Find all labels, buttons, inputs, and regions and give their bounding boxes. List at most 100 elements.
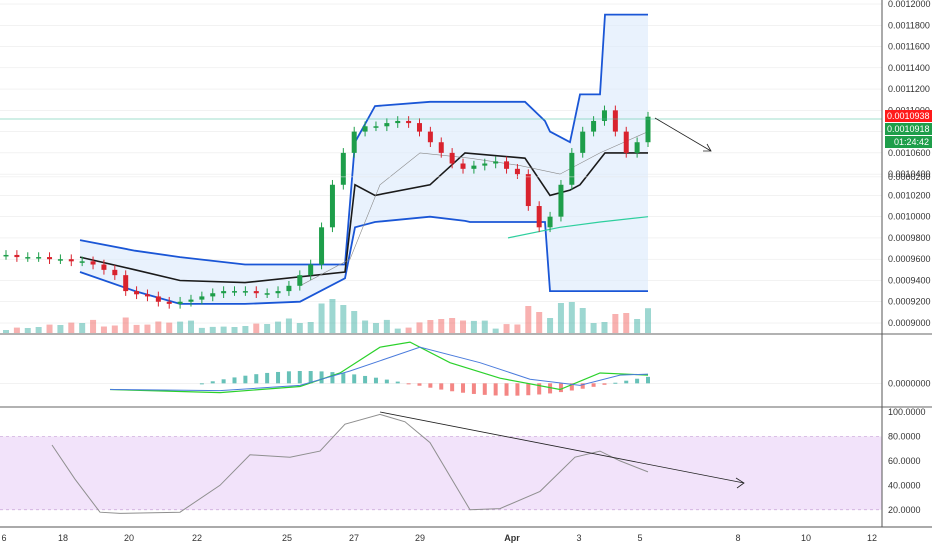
price-axis[interactable]: 0.0012000 0.0011800 0.0011600 0.0011400 0.00… xyxy=(881,0,932,527)
last-price-tag: 0.0010938 xyxy=(885,110,932,122)
macd-histogram-bar xyxy=(624,380,629,384)
rsi-pane[interactable] xyxy=(0,406,932,514)
candle-body xyxy=(286,285,292,292)
volume-bar xyxy=(340,305,347,333)
macd-histogram-bar xyxy=(428,383,433,388)
volume-bar xyxy=(514,324,521,333)
candle-body xyxy=(580,131,586,153)
volume-bar xyxy=(111,325,118,333)
macd-histogram-bar xyxy=(580,383,585,389)
macd-histogram-bar xyxy=(450,383,455,392)
x-axis-label: 6 xyxy=(1,533,6,543)
candle-body xyxy=(232,291,238,293)
volume-bar xyxy=(405,327,412,333)
price-tick-label: 0.0009000 xyxy=(888,318,931,328)
candle-body xyxy=(601,110,607,121)
candle-body xyxy=(36,257,42,259)
rsi-tick-label: 60.0000 xyxy=(888,456,921,466)
candle-body xyxy=(645,116,651,143)
macd-histogram-bar xyxy=(363,375,368,384)
volume-bar xyxy=(536,312,543,333)
candle-body xyxy=(634,142,640,153)
candle-body xyxy=(242,291,248,293)
candle-body xyxy=(57,259,63,261)
candle-body xyxy=(319,227,325,265)
channel-fill xyxy=(80,14,648,304)
macd-histogram-bar xyxy=(319,371,324,384)
candle-body xyxy=(112,269,118,276)
candle-body xyxy=(297,275,303,286)
volume-bar xyxy=(460,320,467,333)
macd-histogram xyxy=(199,370,650,396)
x-axis-label: 25 xyxy=(282,533,292,543)
candle-body xyxy=(134,291,140,295)
volume-bar xyxy=(296,323,303,333)
candle-body xyxy=(177,301,183,304)
macd-histogram-bar xyxy=(276,371,281,384)
volume-bar xyxy=(155,321,162,333)
volume-bar xyxy=(427,320,434,333)
price-tick-label: 0.0010000 xyxy=(888,212,931,222)
macd-tick-label: 0.0000200 xyxy=(888,172,931,182)
price-tick-label: 0.0010600 xyxy=(888,148,931,158)
candle-body xyxy=(199,296,205,300)
candle-body xyxy=(384,123,390,127)
macd-histogram-bar xyxy=(265,372,270,384)
time-axis[interactable]: 6 18 20 22 25 27 29 Apr 3 5 8 10 12 xyxy=(0,526,932,543)
rsi-tick-label: 40.0000 xyxy=(888,480,921,490)
candle-body xyxy=(144,294,150,297)
price-pane[interactable] xyxy=(0,0,882,333)
volume-bar xyxy=(79,323,86,333)
candle-body xyxy=(427,131,433,143)
candle-body xyxy=(90,261,96,265)
macd-histogram-bar xyxy=(341,373,346,384)
macd-histogram-bar xyxy=(504,383,509,396)
macd-histogram-bar xyxy=(232,377,237,384)
volume-bar xyxy=(416,322,423,333)
volume-bar xyxy=(579,308,586,333)
volume-bar xyxy=(187,320,194,333)
x-axis-label: 12 xyxy=(867,533,877,543)
volume-bars xyxy=(3,299,651,333)
channel-upper-line xyxy=(79,13,648,266)
candle-body xyxy=(395,120,401,124)
price-tick-label: 0.0011600 xyxy=(888,42,930,52)
macd-line xyxy=(109,341,649,394)
candle-body xyxy=(253,291,259,294)
rsi-tick-label: 20.0000 xyxy=(888,505,921,515)
x-axis-label: 3 xyxy=(576,533,581,543)
candle-body xyxy=(416,123,422,132)
macd-histogram-bar xyxy=(210,381,215,384)
volume-bar xyxy=(264,324,271,333)
macd-histogram-bar xyxy=(591,383,596,387)
macd-histogram-bar xyxy=(646,376,650,384)
candle-body xyxy=(406,120,412,124)
macd-histogram-bar xyxy=(330,372,335,384)
volume-bar xyxy=(285,318,292,333)
macd-pane[interactable] xyxy=(0,0,932,396)
candle-body xyxy=(351,131,357,153)
candle-body xyxy=(308,264,314,276)
candle-body xyxy=(3,254,9,257)
x-axis-label: 22 xyxy=(192,533,202,543)
candle-body xyxy=(558,184,564,217)
macd-histogram-bar xyxy=(439,383,444,390)
macd-histogram-bar xyxy=(537,383,542,395)
volume-bar xyxy=(307,322,314,333)
candle-body xyxy=(612,110,618,132)
volume-bar xyxy=(645,308,651,333)
x-axis-label: 5 xyxy=(637,533,642,543)
moving-average-line xyxy=(507,216,649,239)
price-tick-label: 0.0011400 xyxy=(888,63,930,73)
volume-bar xyxy=(547,318,554,333)
volume-bar xyxy=(24,328,31,333)
price-tick-label: 0.0009600 xyxy=(888,254,931,264)
volume-bar xyxy=(166,322,173,333)
candle-body xyxy=(460,163,466,169)
volume-bar xyxy=(351,311,358,333)
x-axis-label: 20 xyxy=(124,533,134,543)
macd-histogram-bar xyxy=(635,378,640,384)
volume-bar xyxy=(449,318,456,333)
candle-body xyxy=(155,296,161,302)
